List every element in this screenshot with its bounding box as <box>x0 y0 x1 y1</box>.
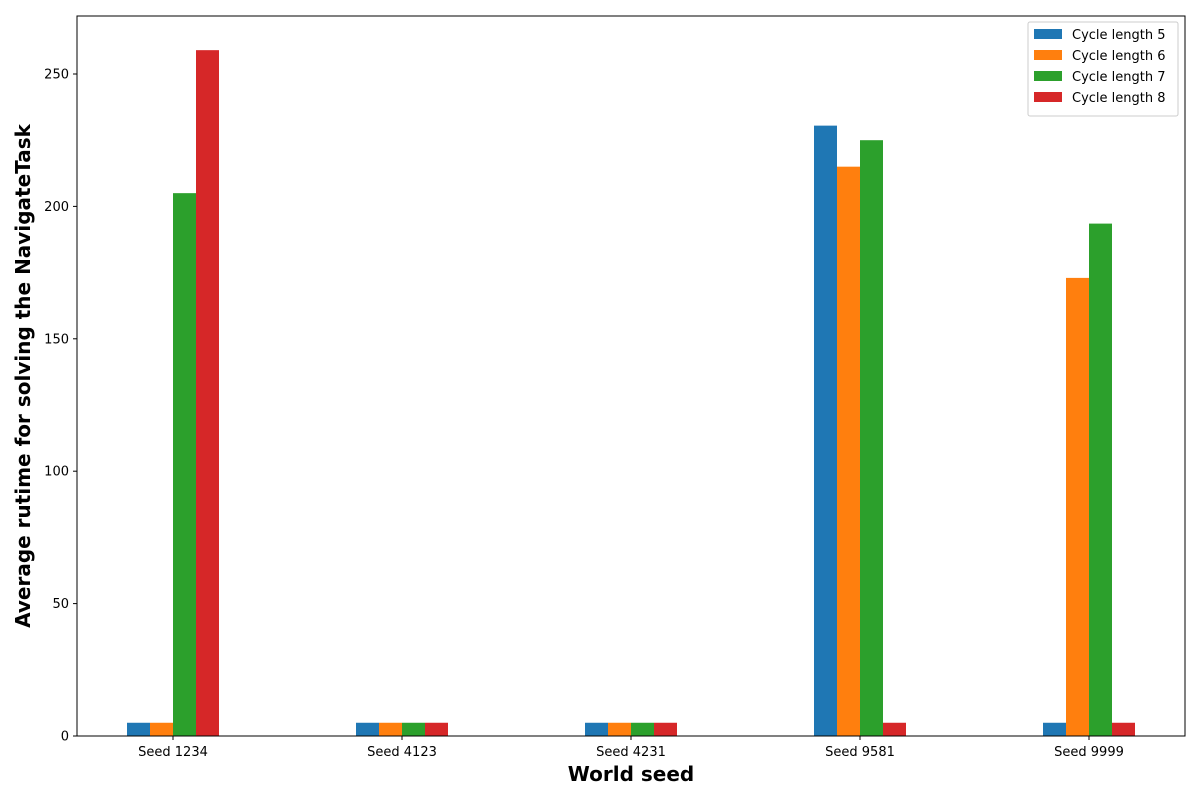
bars-layer <box>127 50 1135 737</box>
legend-label: Cycle length 5 <box>1072 28 1166 43</box>
legend-box <box>1027 21 1179 117</box>
bar-seed-4231-cycle-length-5 <box>585 722 608 736</box>
y-axis-title: Average rutime for solving the NavigateT… <box>11 123 35 627</box>
bar-seed-9581-cycle-length-6 <box>837 166 860 736</box>
plot-frame <box>76 15 1186 737</box>
bar-seed-9581-cycle-length-7 <box>860 140 883 736</box>
legend-label: Cycle length 6 <box>1072 49 1166 64</box>
bar-seed-4123-cycle-length-8 <box>425 722 448 736</box>
y-tick-label: 150 <box>44 332 69 347</box>
x-axis: Seed 1234 Seed 4123 Seed 4231 Seed 9581 Seed… <box>138 736 1124 760</box>
x-tick-label: Seed 1234 <box>138 745 208 760</box>
bar-seed-1234-cycle-length-6 <box>150 722 173 736</box>
legend-swatch <box>1034 50 1062 60</box>
bar-seed-9999-cycle-length-5 <box>1043 722 1066 736</box>
bar-seed-1234-cycle-length-7 <box>173 193 196 736</box>
legend: Cycle length 5 Cycle length 6 Cycle length… <box>1027 21 1179 117</box>
x-tick-label: Seed 9581 <box>825 745 895 760</box>
bar-seed-4231-cycle-length-7 <box>631 722 654 736</box>
x-tick-label: Seed 4123 <box>367 745 437 760</box>
legend-label: Cycle length 7 <box>1072 70 1166 85</box>
bar-seed-9999-cycle-length-7 <box>1089 223 1112 737</box>
bar-seed-9581-cycle-length-5 <box>814 125 837 736</box>
bar-seed-4231-cycle-length-6 <box>608 722 631 736</box>
legend-swatch <box>1034 71 1062 81</box>
bar-seed-9999-cycle-length-8 <box>1112 722 1135 736</box>
legend-swatch <box>1034 29 1062 39</box>
y-tick-label: 100 <box>44 465 69 480</box>
bar-seed-4123-cycle-length-7 <box>402 722 425 736</box>
x-axis-title: World seed <box>568 762 694 786</box>
x-tick-label: Seed 9999 <box>1054 745 1124 760</box>
x-tick-label: Seed 4231 <box>596 745 666 760</box>
bar-seed-4231-cycle-length-8 <box>654 722 677 736</box>
legend-swatch <box>1034 92 1062 102</box>
y-tick-label: 0 <box>61 730 69 745</box>
legend-label: Cycle length 8 <box>1072 91 1166 106</box>
y-tick-label: 200 <box>44 200 69 215</box>
bar-seed-1234-cycle-length-8 <box>196 50 219 737</box>
bar-seed-4123-cycle-length-5 <box>356 722 379 736</box>
bar-seed-1234-cycle-length-5 <box>127 722 150 736</box>
y-axis: 0 50 100 150 200 250 <box>44 67 77 745</box>
bar-seed-9999-cycle-length-6 <box>1066 277 1089 736</box>
y-tick-label: 50 <box>52 597 69 612</box>
bar-seed-4123-cycle-length-6 <box>379 722 402 736</box>
y-tick-label: 250 <box>44 67 69 82</box>
bar-seed-9581-cycle-length-8 <box>883 722 906 736</box>
